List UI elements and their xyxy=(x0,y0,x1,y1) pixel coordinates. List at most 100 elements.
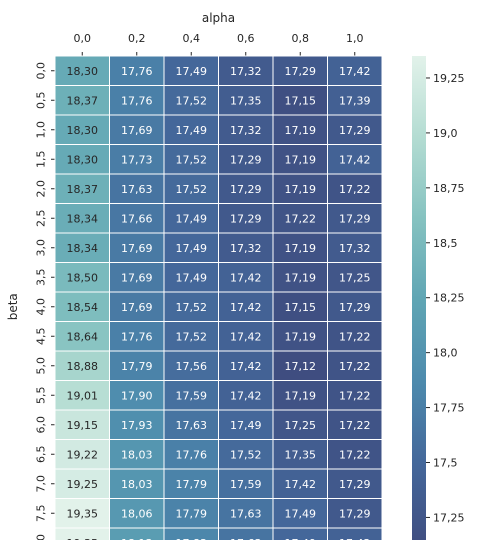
cell-value-label: 18,54 xyxy=(67,301,99,314)
cell-value-label: 17,25 xyxy=(339,271,371,284)
cell-value-label: 19,22 xyxy=(67,448,99,461)
y-tick-label: 3,0 xyxy=(35,239,48,257)
cell-value-label: 17,52 xyxy=(176,94,208,107)
heatmap-cell xyxy=(272,262,328,293)
heatmap-cell xyxy=(54,173,110,204)
heatmap-cell xyxy=(163,498,219,529)
heatmap-cell xyxy=(163,173,219,204)
cell-value-label: 17,49 xyxy=(285,507,317,520)
cell-value-label: 17,19 xyxy=(285,124,317,137)
heatmap-cell xyxy=(54,262,110,293)
heatmap-cell xyxy=(163,203,219,234)
heatmap-cell xyxy=(163,439,219,470)
cell-value-label: 17,22 xyxy=(339,360,371,373)
cell-value-label: 17,29 xyxy=(339,301,371,314)
x-tick-label: 0,8 xyxy=(292,32,310,45)
heatmap-cell xyxy=(327,114,383,145)
cell-value-label: 17,42 xyxy=(230,330,262,343)
cell-value-label: 19,15 xyxy=(67,419,99,432)
heatmap-cell xyxy=(218,350,274,381)
heatmap-cell xyxy=(163,527,219,540)
heatmap-cell xyxy=(218,498,274,529)
cell-value-label: 17,79 xyxy=(121,360,153,373)
y-tick-label: 6,5 xyxy=(35,446,48,464)
cell-value-label: 17,79 xyxy=(176,478,208,491)
colorbar-tick-label: 17,75 xyxy=(433,402,465,415)
colorbar-tick-label: 18,25 xyxy=(433,292,465,305)
colorbar-tick-label: 19,25 xyxy=(433,72,465,85)
cell-value-label: 17,52 xyxy=(230,448,262,461)
colorbar-tick-label: 18,5 xyxy=(433,237,458,250)
cell-value-label: 18,88 xyxy=(67,360,99,373)
heatmap-cell xyxy=(163,144,219,175)
cell-value-label: 18,50 xyxy=(67,271,99,284)
cell-value-label: 17,49 xyxy=(176,242,208,255)
cell-value-label: 19,25 xyxy=(67,478,99,491)
cell-value-label: 17,49 xyxy=(285,537,317,540)
heatmap-cell xyxy=(54,321,110,352)
cell-value-label: 17,42 xyxy=(339,537,371,540)
colorbar-scale xyxy=(412,56,426,540)
cell-value-label: 17,22 xyxy=(339,330,371,343)
cell-value-label: 17,42 xyxy=(230,389,262,402)
cell-value-label: 17,35 xyxy=(285,448,317,461)
cell-value-label: 17,19 xyxy=(285,389,317,402)
heatmap-cell xyxy=(163,350,219,381)
cell-value-label: 17,42 xyxy=(339,65,371,78)
heatmap-cell xyxy=(54,498,110,529)
x-axis-label: alpha xyxy=(202,11,235,25)
cell-value-label: 17,25 xyxy=(285,419,317,432)
cell-value-label: 18,30 xyxy=(67,124,99,137)
heatmap-cell xyxy=(327,439,383,470)
y-tick-label: 4,0 xyxy=(35,298,48,316)
colorbar-tick-label: 18,0 xyxy=(433,347,458,360)
x-tick-label: 1,0 xyxy=(346,32,364,45)
cell-value-label: 19,35 xyxy=(67,507,99,520)
x-tick-label: 0,4 xyxy=(183,32,201,45)
cell-value-label: 19,01 xyxy=(67,389,99,402)
heatmap-cell xyxy=(327,85,383,116)
cell-value-label: 17,69 xyxy=(121,242,153,255)
cell-value-label: 17,49 xyxy=(176,212,208,225)
heatmap-cell xyxy=(327,321,383,352)
y-tick-label: 2,5 xyxy=(35,210,48,228)
cell-value-label: 18,37 xyxy=(67,183,99,196)
heatmap-cell xyxy=(109,291,165,322)
heatmap-cell xyxy=(218,468,274,499)
y-tick-label: 5,0 xyxy=(35,357,48,375)
cell-value-label: 17,69 xyxy=(121,271,153,284)
heatmap-cell xyxy=(272,527,328,540)
heatmap-cell xyxy=(218,439,274,470)
heatmap-cell xyxy=(163,114,219,145)
cell-value-label: 17,56 xyxy=(176,360,208,373)
y-tick-label: 1,0 xyxy=(35,121,48,139)
cell-value-label: 17,59 xyxy=(176,389,208,402)
cell-value-label: 17,29 xyxy=(339,124,371,137)
y-axis-label: beta xyxy=(6,293,20,320)
cell-value-label: 17,29 xyxy=(339,507,371,520)
heatmap-cell xyxy=(327,144,383,175)
y-tick-label: 4,5 xyxy=(35,328,48,346)
heatmap-cell xyxy=(218,114,274,145)
cell-value-label: 17,76 xyxy=(176,448,208,461)
cell-value-label: 17,66 xyxy=(121,212,153,225)
heatmap-cell xyxy=(327,380,383,411)
cell-value-label: 18,30 xyxy=(67,153,99,166)
heatmap-cell xyxy=(109,527,165,540)
x-tick-label: 0,2 xyxy=(128,32,146,45)
cell-value-label: 17,29 xyxy=(230,212,262,225)
heatmap-cell xyxy=(327,350,383,381)
cell-value-label: 17,12 xyxy=(285,360,317,373)
y-tick-label: 7,5 xyxy=(35,505,48,523)
heatmap-cells: 18,30 17,76 17,49 17,32 17,29 17,42 18,37 17,76… xyxy=(54,55,383,540)
cell-value-label: 17,35 xyxy=(230,94,262,107)
heatmap-cell xyxy=(272,498,328,529)
cell-value-label: 17,63 xyxy=(230,537,262,540)
cell-value-label: 17,52 xyxy=(176,330,208,343)
y-tick-label: 0,0 xyxy=(35,62,48,80)
heatmap-cell xyxy=(218,291,274,322)
cell-value-label: 17,69 xyxy=(121,124,153,137)
cell-value-label: 17,63 xyxy=(121,183,153,196)
y-tick-label: 7,0 xyxy=(35,475,48,493)
y-tick-label: 3,5 xyxy=(35,269,48,287)
